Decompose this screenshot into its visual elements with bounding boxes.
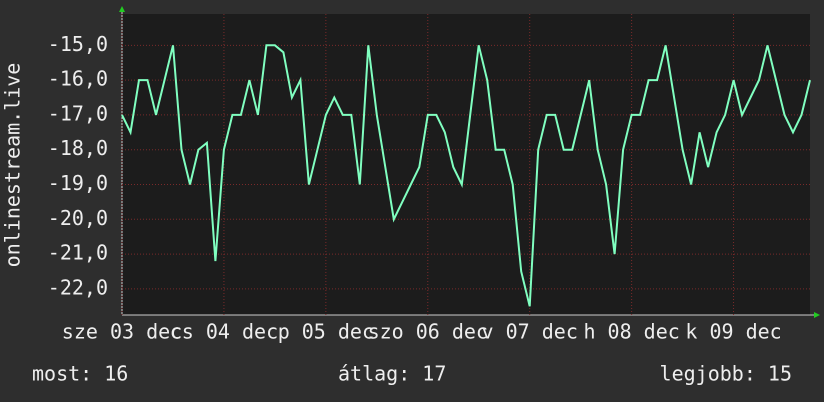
y-tick-label: -20,0 (48, 206, 108, 230)
x-arrow (814, 312, 820, 318)
y-arrow (119, 6, 125, 12)
x-tick-label: szo 06 dec (368, 320, 488, 344)
y-tick-label: -18,0 (48, 136, 108, 160)
data-line (121, 44, 811, 307)
y-tick-label: -17,0 (48, 101, 108, 125)
x-tick-label: cs 04 dec (170, 320, 278, 344)
y-tick-label: -16,0 (48, 67, 108, 91)
y-tick-label: -22,0 (48, 275, 108, 299)
x-tick-label: h 08 dec (583, 320, 679, 344)
y-tick-label: -21,0 (48, 241, 108, 265)
x-tick-label: p 05 dec (278, 320, 374, 344)
x-tick-label: k 09 dec (685, 320, 781, 344)
footer-average: átlag: 17 (338, 362, 446, 386)
y-tick-label: -19,0 (48, 171, 108, 195)
y-tick-label: -15,0 (48, 32, 108, 56)
footer-best: legjobb: 15 (660, 362, 792, 386)
footer-current: most: 16 (32, 362, 128, 386)
x-tick-label: sze 03 dec (62, 320, 182, 344)
x-tick-label: v 07 dec (482, 320, 578, 344)
y-axis-label: onlinestream.live (1, 63, 25, 268)
